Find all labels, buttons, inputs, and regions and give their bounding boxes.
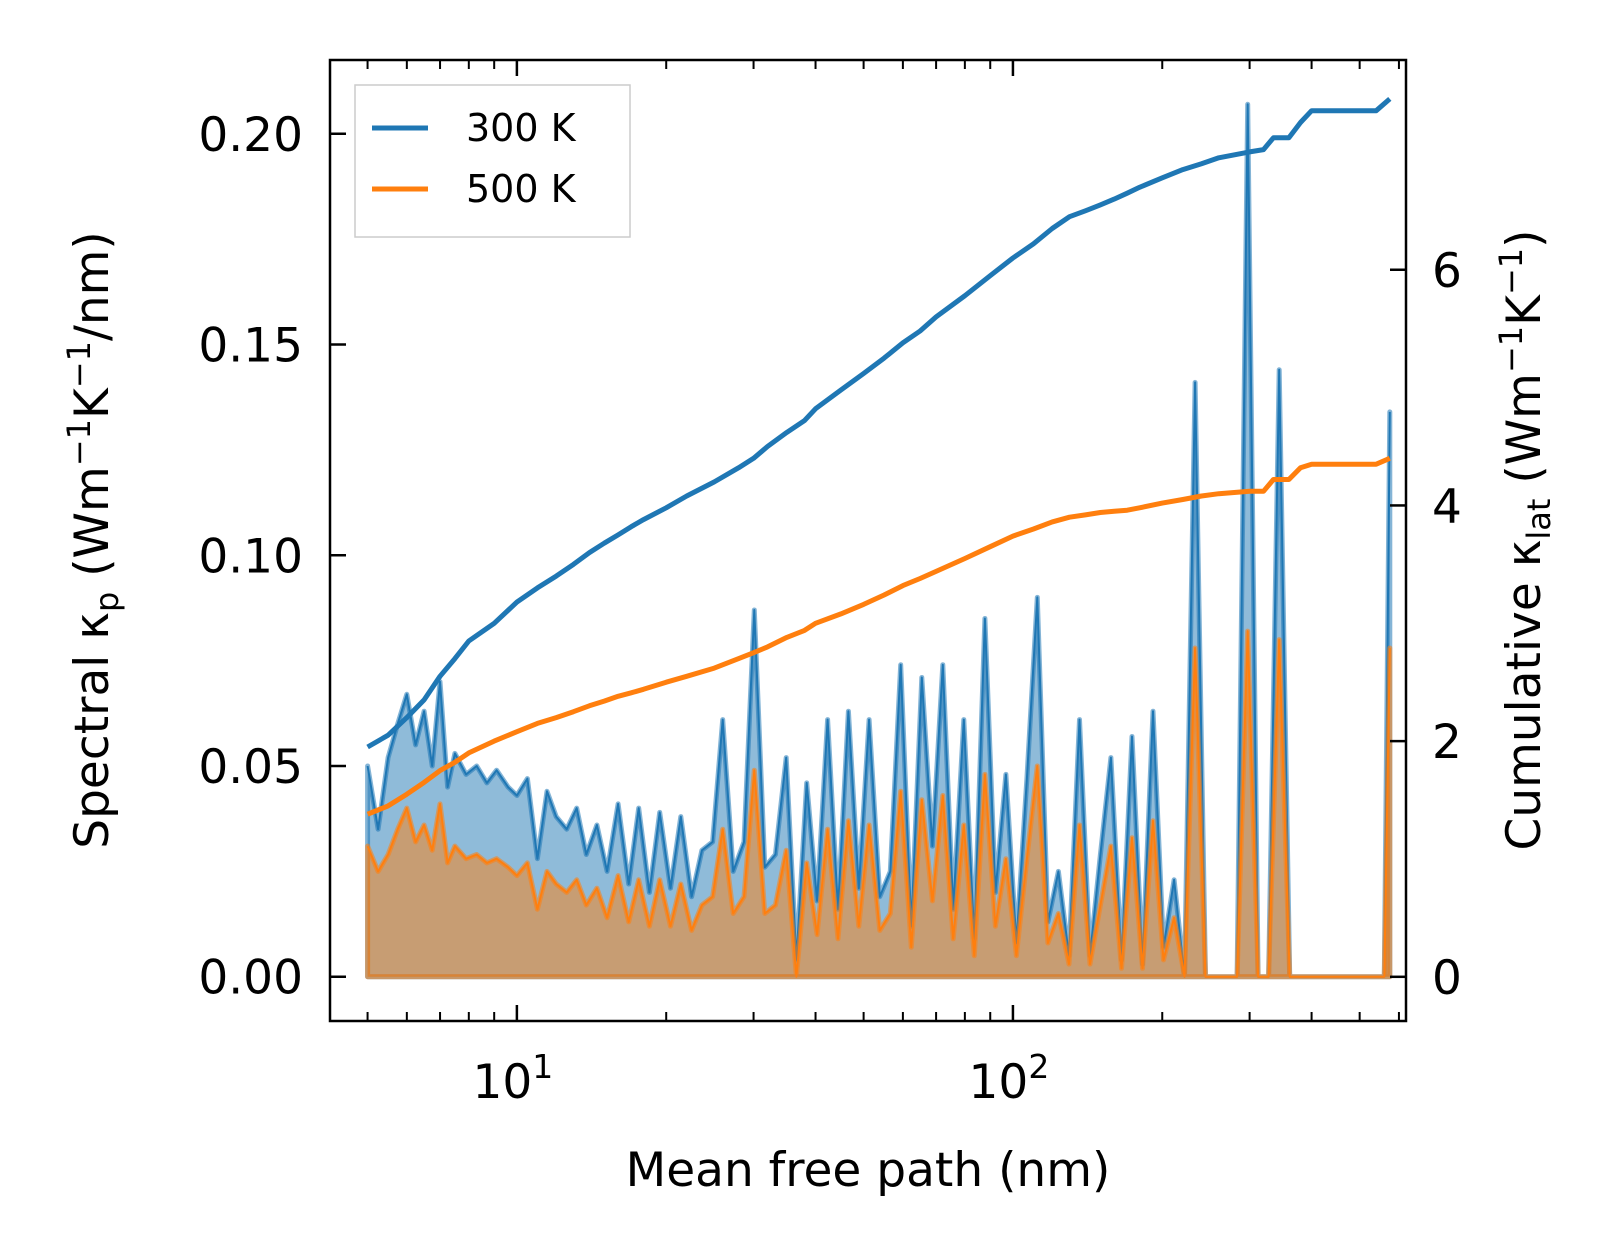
x-tick-label: 101	[472, 1047, 553, 1110]
y-left-tick-label: 0.10	[198, 529, 303, 584]
y-left-title-sup2: −1	[60, 341, 98, 388]
y-right-title-rest: (Wm	[1497, 373, 1552, 499]
y-left-title-sup1: −1	[60, 419, 98, 466]
y-right-title-end: )	[1497, 229, 1552, 247]
y-right-title-sup2: −1	[1492, 248, 1530, 295]
y-right-title-mid: K	[1497, 294, 1552, 326]
plot-frame	[328, 58, 1408, 1023]
y-right-tick-label: 0	[1432, 951, 1462, 1006]
y-left-tick-label: 0.20	[198, 108, 303, 163]
y-left-title-rest: (Wm	[65, 466, 120, 592]
y-left-title-sub: p	[88, 592, 126, 612]
y-right-title-sub: lat	[1520, 499, 1558, 540]
line-500-k-spectral	[366, 630, 1391, 978]
y-axis-title-right: Cumulative κlat (Wm−1K−1)	[1492, 229, 1558, 850]
x-axis-title: Mean free path (nm)	[626, 1143, 1111, 1198]
y-left-tick-label: 0.00	[198, 951, 303, 1006]
x-tick-label: 102	[969, 1047, 1050, 1110]
y-left-tick-label: 0.05	[198, 740, 303, 795]
legend-label-300k: 300 K	[466, 106, 577, 150]
legend-label-500k: 500 K	[466, 167, 577, 211]
cumulative-line-300-k	[366, 97, 1392, 750]
y-left-title-prefix: Spectral κ	[65, 612, 120, 849]
y-left-title-mid: K	[65, 387, 120, 419]
ticks-layer: 101 102 0.00 0.05 0.10 0.15 0.20 0 2 4 6	[198, 60, 1462, 1110]
y-left-tick-label: 0.15	[198, 319, 303, 374]
legend-box	[354, 84, 631, 238]
y-left-title-end: /nm)	[65, 231, 120, 341]
legend: 300 K 500 K	[354, 84, 631, 238]
y-right-tick-label: 6	[1432, 244, 1462, 299]
y-right-title-prefix: Cumulative κ	[1497, 540, 1552, 851]
cumulative-line-500-k	[366, 456, 1391, 817]
y-right-tick-label: 4	[1432, 479, 1462, 534]
series-layer	[365, 97, 1393, 980]
y-axis-title-left: Spectral κp (Wm−1K−1/nm)	[60, 231, 126, 848]
y-right-title-sup1: −1	[1492, 326, 1530, 373]
y-right-tick-label: 2	[1432, 715, 1462, 770]
